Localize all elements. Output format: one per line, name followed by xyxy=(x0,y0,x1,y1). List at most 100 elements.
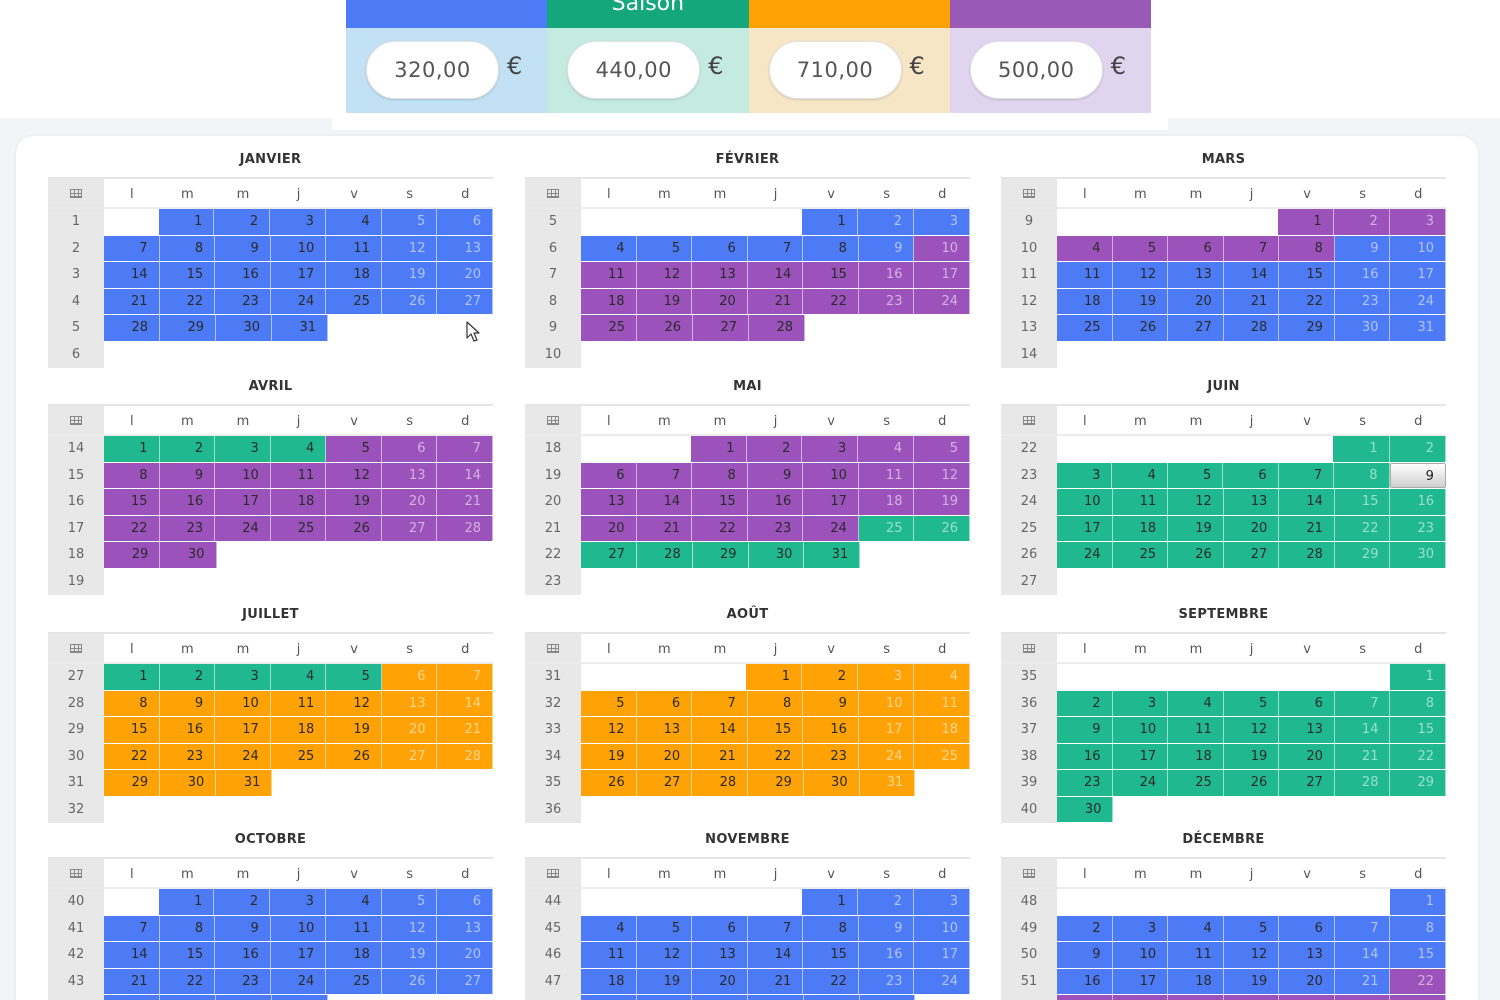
day-cell[interactable]: 26 xyxy=(1112,315,1169,341)
day-cell[interactable]: 8 xyxy=(803,915,859,941)
day-cell[interactable]: 8 xyxy=(104,462,160,488)
day-cell[interactable]: 24 xyxy=(1057,542,1113,568)
day-cell[interactable]: 24 xyxy=(215,743,271,769)
day-cell[interactable]: 6 xyxy=(381,436,438,462)
day-cell[interactable]: 11 xyxy=(1112,489,1169,515)
day-cell[interactable]: 4 xyxy=(270,436,327,462)
day-cell[interactable]: 21 xyxy=(692,743,748,769)
day-cell[interactable]: 24 xyxy=(858,743,915,769)
day-cell[interactable]: 27 xyxy=(1223,542,1280,568)
day-cell[interactable]: 11 xyxy=(1057,262,1113,288)
day-cell[interactable]: 11 xyxy=(1168,717,1224,743)
price-input[interactable]: 320,00 xyxy=(366,41,499,99)
day-cell[interactable]: 8 xyxy=(803,235,859,261)
selected-day-cell[interactable]: 9 xyxy=(1389,462,1446,488)
day-cell[interactable]: 9 xyxy=(747,462,804,488)
price-input[interactable]: 440,00 xyxy=(567,41,701,99)
day-cell[interactable]: 9 xyxy=(159,462,216,488)
day-cell[interactable]: 13 xyxy=(1223,489,1280,515)
day-cell[interactable]: 19 xyxy=(381,262,438,288)
day-cell[interactable]: 10 xyxy=(858,690,915,716)
day-cell[interactable]: 10 xyxy=(1112,942,1169,968)
day-cell[interactable]: 1 xyxy=(104,436,160,462)
day-cell[interactable]: 22 xyxy=(1390,968,1447,994)
day-cell[interactable]: 15 xyxy=(747,717,804,743)
day-cell[interactable]: 9 xyxy=(1057,942,1113,968)
day-cell[interactable]: 27 xyxy=(1168,315,1224,341)
day-cell[interactable]: 18 xyxy=(270,717,327,743)
day-cell[interactable]: 4 xyxy=(581,235,637,261)
day-cell[interactable]: 1 xyxy=(746,664,802,690)
day-cell[interactable]: 5 xyxy=(581,690,637,716)
day-cell[interactable]: 26 xyxy=(914,515,971,541)
day-cell[interactable]: 28 xyxy=(437,743,494,769)
day-cell[interactable]: 29 xyxy=(160,995,216,1000)
day-cell[interactable]: 27 xyxy=(693,315,749,341)
day-cell[interactable]: 2 xyxy=(857,209,914,235)
day-cell[interactable]: 31 xyxy=(272,995,328,1000)
day-cell[interactable]: 25 xyxy=(581,315,637,341)
day-cell[interactable]: 9 xyxy=(215,235,271,261)
day-cell[interactable]: 17 xyxy=(1112,743,1169,769)
day-cell[interactable]: 16 xyxy=(159,717,216,743)
day-cell[interactable]: 7 xyxy=(692,690,748,716)
day-cell[interactable]: 2 xyxy=(857,889,914,915)
day-cell[interactable]: 29 xyxy=(1334,542,1391,568)
day-cell[interactable]: 16 xyxy=(747,489,804,515)
day-cell[interactable]: 8 xyxy=(1390,915,1447,941)
day-cell[interactable]: 30 xyxy=(1057,796,1114,822)
day-cell[interactable]: 24 xyxy=(1390,288,1447,314)
day-cell[interactable]: 2 xyxy=(214,889,271,915)
day-cell[interactable]: 12 xyxy=(581,717,637,743)
day-cell[interactable]: 29 xyxy=(1279,315,1335,341)
day-cell[interactable]: 2 xyxy=(159,436,216,462)
day-cell[interactable]: 2 xyxy=(214,209,271,235)
day-cell[interactable]: 29 xyxy=(692,542,749,568)
day-cell[interactable]: 10 xyxy=(1390,235,1447,261)
day-cell[interactable]: 22 xyxy=(104,515,160,541)
day-cell[interactable]: 3 xyxy=(270,209,326,235)
day-cell[interactable]: 30 xyxy=(748,542,805,568)
day-cell[interactable]: 11 xyxy=(326,235,382,261)
day-cell[interactable]: 28 xyxy=(1279,542,1335,568)
day-cell[interactable]: 22 xyxy=(159,968,216,994)
day-cell[interactable]: 14 xyxy=(1279,489,1335,515)
day-cell[interactable]: 21 xyxy=(1334,968,1391,994)
day-cell[interactable]: 28 xyxy=(1223,315,1280,341)
day-cell[interactable]: 8 xyxy=(1279,235,1335,261)
day-cell[interactable]: 17 xyxy=(215,489,271,515)
day-cell[interactable]: 14 xyxy=(636,489,693,515)
day-cell[interactable]: 16 xyxy=(215,942,271,968)
day-cell[interactable]: 25 xyxy=(326,288,382,314)
day-cell[interactable]: 21 xyxy=(1279,515,1335,541)
day-cell[interactable]: 10 xyxy=(215,462,271,488)
day-cell[interactable]: 25 xyxy=(581,995,637,1000)
day-cell[interactable]: 6 xyxy=(1223,462,1279,488)
day-cell[interactable]: 16 xyxy=(858,942,915,968)
day-cell[interactable]: 13 xyxy=(1279,942,1335,968)
day-cell[interactable]: 23 xyxy=(159,743,216,769)
day-cell[interactable]: 3 xyxy=(913,209,970,235)
day-cell[interactable]: 7 xyxy=(437,664,494,690)
day-cell[interactable]: 2 xyxy=(159,664,216,690)
day-cell[interactable]: 24 xyxy=(914,968,971,994)
day-cell[interactable]: 20 xyxy=(437,262,494,288)
day-cell[interactable]: 12 xyxy=(636,942,693,968)
day-cell[interactable]: 7 xyxy=(1223,235,1280,261)
day-cell[interactable]: 8 xyxy=(1334,462,1390,488)
day-cell[interactable]: 5 xyxy=(1223,915,1280,941)
day-cell[interactable]: 1 xyxy=(801,889,858,915)
day-cell[interactable]: 2 xyxy=(746,436,803,462)
day-cell[interactable]: 20 xyxy=(1279,743,1335,769)
day-cell[interactable]: 3 xyxy=(858,664,914,690)
day-cell[interactable]: 18 xyxy=(581,288,637,314)
day-cell[interactable]: 10 xyxy=(270,915,327,941)
day-cell[interactable]: 23 xyxy=(803,743,859,769)
day-cell[interactable]: 29 xyxy=(748,770,804,796)
day-cell[interactable]: 7 xyxy=(1334,690,1391,716)
day-cell[interactable]: 21 xyxy=(1223,288,1280,314)
day-cell[interactable]: 24 xyxy=(803,515,859,541)
day-cell[interactable]: 19 xyxy=(1223,968,1280,994)
day-cell[interactable]: 7 xyxy=(104,235,160,261)
day-cell[interactable]: 25 xyxy=(1112,542,1169,568)
